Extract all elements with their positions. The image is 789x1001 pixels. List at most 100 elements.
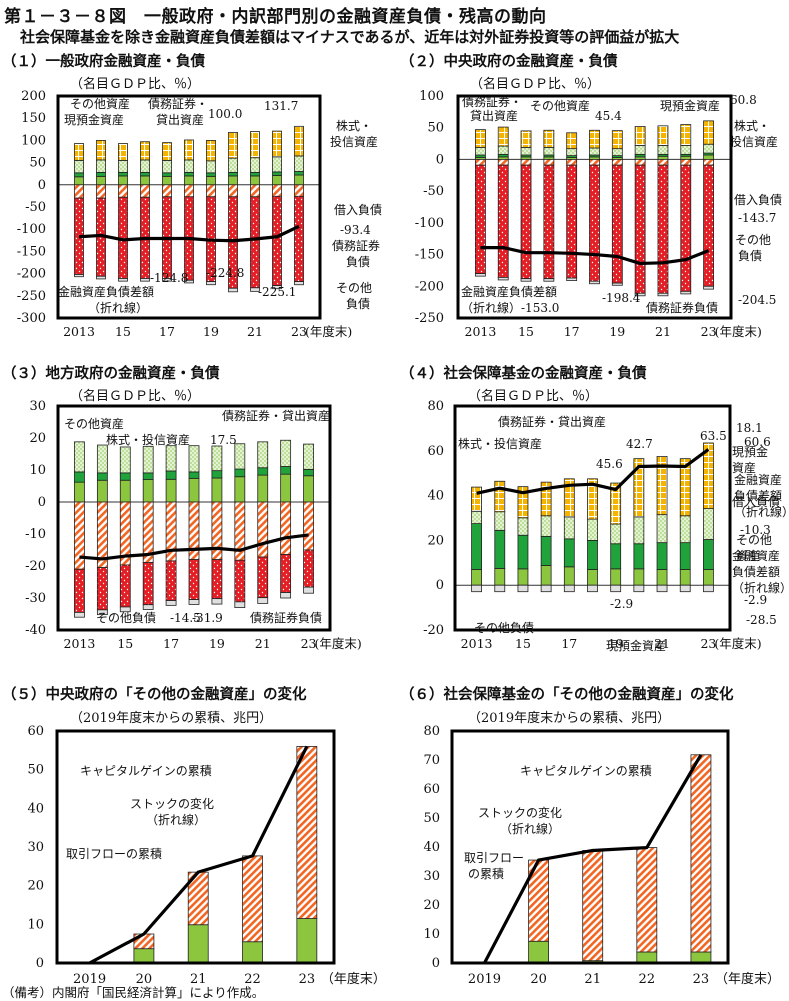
bar-segment-borrowings: [703, 159, 714, 166]
annotation-label: 株式・: [734, 118, 770, 133]
annotation-label: ストックの変化: [130, 796, 214, 811]
annotation-label: 45.6: [596, 457, 623, 471]
bar-segment-other_liab: [294, 281, 304, 286]
bar-segment-other_liab: [234, 601, 246, 609]
bar-segment-stocks: [497, 126, 509, 147]
bar-segment-other_liab: [118, 278, 128, 282]
annotation-label: -204.5: [738, 293, 776, 307]
bar-segment-other_liab: [206, 281, 216, 286]
bar-segment-other_liab: [74, 274, 84, 278]
bar-segment-borrowings: [657, 159, 669, 166]
annotation-label: キャピタルゲインの累積: [80, 763, 212, 778]
y-tick-label: 20: [29, 431, 46, 446]
x-tick-label: 2013: [63, 324, 95, 339]
bar-segment-borrowings: [680, 159, 692, 166]
bar-segment-debt_loan_assets: [303, 468, 314, 477]
panel-4-title: （４）社会保障基金の金融資産・負債: [400, 366, 647, 382]
plot-frame: [55, 729, 336, 965]
bar-segment-cash_deposits: [74, 481, 85, 503]
annotation-label: 借入負債: [334, 202, 382, 217]
bar-segment-debt_securities_liab: [96, 567, 108, 611]
annotation-label: 債務証券・貸出資産: [222, 408, 330, 423]
bar-segment-borrowings: [140, 184, 150, 198]
x-tick-label: 23: [700, 636, 716, 651]
chart-panel-2: 100 50 0 -50 -100 -150 -200 -250 2013 15 17 19 21 23(…: [415, 89, 782, 339]
x-tick-label: 22: [244, 972, 261, 987]
y-tick-label: -10: [25, 527, 46, 542]
y-tick-label: 50: [427, 121, 444, 136]
bar-segment-other_assets: [633, 516, 645, 545]
bar-segment-stocks: [184, 139, 194, 161]
bar-segment-cash_deposits: [494, 568, 506, 586]
annotation-label: 資産: [736, 548, 760, 563]
bar-segment-debt_securities_liab: [520, 164, 532, 280]
bar-segment-borrowings: [497, 159, 509, 166]
bar-segment-stocks: [656, 455, 668, 516]
x-tick-label: 15: [117, 636, 133, 651]
bar-segment-stocks: [703, 442, 714, 509]
bar-segment-other_assets: [184, 159, 194, 173]
bar-segment-debt_loan_assets: [184, 171, 194, 177]
bar-segment-other_liab: [280, 592, 292, 599]
y-tick-label: -250: [17, 289, 46, 304]
annotation-label: その他: [736, 533, 772, 547]
bar-segment-other_liab: [679, 584, 691, 593]
bar-segment-debt_loan_assets: [118, 171, 128, 177]
y-tick-label: 80: [423, 724, 440, 739]
bar-segment-other_liab: [587, 584, 598, 593]
bar-segment-borrowings: [242, 855, 263, 943]
bar-segment-other_liab: [517, 584, 529, 593]
y-tick-label: -300: [17, 311, 46, 326]
bar-segment-cash_deposits: [118, 175, 128, 186]
bar-segment-cash_deposits: [703, 569, 714, 586]
bar-segment-other_liab: [184, 279, 194, 284]
bar-segment-debt_loan_assets: [471, 523, 482, 570]
bar-segment-other_liab: [589, 280, 600, 285]
bar-segment-other_assets: [96, 444, 108, 474]
annotation-label: 株式・投信資産: [458, 436, 542, 451]
x-tick-label: 15: [518, 324, 534, 339]
bar-segment-other_assets: [118, 159, 128, 173]
bar-segment-cash_deposits: [610, 568, 622, 586]
annotation-label: 貸出資産: [156, 112, 204, 127]
bar-segment-stocks: [566, 132, 578, 150]
panel-3-title: （３）地方政府の金融資産・負債: [2, 366, 220, 382]
bar-segment-cash_deposits: [680, 155, 692, 160]
bar-segment-debt_loan_assets: [142, 472, 154, 481]
bar-segment-stocks: [228, 132, 238, 159]
x-tick-label: 21: [655, 324, 671, 339]
bar-segment-debt_securities_liab: [611, 164, 623, 284]
bar-segment-cash_deposits: [679, 569, 691, 586]
bar-segment-borrowings: [690, 754, 712, 953]
bar-segment-other_liab: [142, 604, 154, 610]
bar-segment-debt_loan_assets: [140, 171, 150, 177]
y-tick-label: 20: [27, 879, 44, 894]
y-tick-label: 10: [29, 463, 46, 478]
annotation-label: 45.4: [595, 109, 622, 123]
annotation-label: （折れ線）: [500, 821, 560, 836]
bar-segment-cash_deposits: [656, 569, 668, 586]
bar-segment-debt_securities_liab: [74, 568, 85, 613]
bar-segment-cash_deposits: [162, 175, 172, 186]
bar-segment-debt_loan_assets: [74, 172, 84, 178]
bar-segment-debt_loan_assets: [96, 171, 106, 177]
annotation-label: （折れ線）: [88, 300, 148, 315]
annotation-label: 投信資産: [730, 134, 778, 149]
annotation-label: 債務証券負債: [250, 610, 322, 625]
line-series: [88, 745, 309, 965]
x-tick-label: 2013: [461, 636, 493, 651]
bar-segment-other_assets: [589, 147, 600, 156]
bar-segment-other_liab: [611, 282, 623, 286]
bar-segment-stocks: [250, 131, 260, 159]
line-series: [78, 224, 300, 243]
annotation-label: -225.1: [258, 285, 296, 299]
bar-segment-borrowings: [228, 184, 238, 198]
y-tick-label: -250: [415, 311, 444, 326]
bar-segment-other_liab: [188, 599, 200, 605]
y-tick-label: 100: [419, 89, 444, 104]
bar-segment-stocks: [494, 480, 506, 513]
y-tick-label: -200: [415, 279, 444, 294]
bar-segment-borrowings: [118, 184, 128, 198]
bar-segment-cash_deposits: [296, 918, 318, 964]
